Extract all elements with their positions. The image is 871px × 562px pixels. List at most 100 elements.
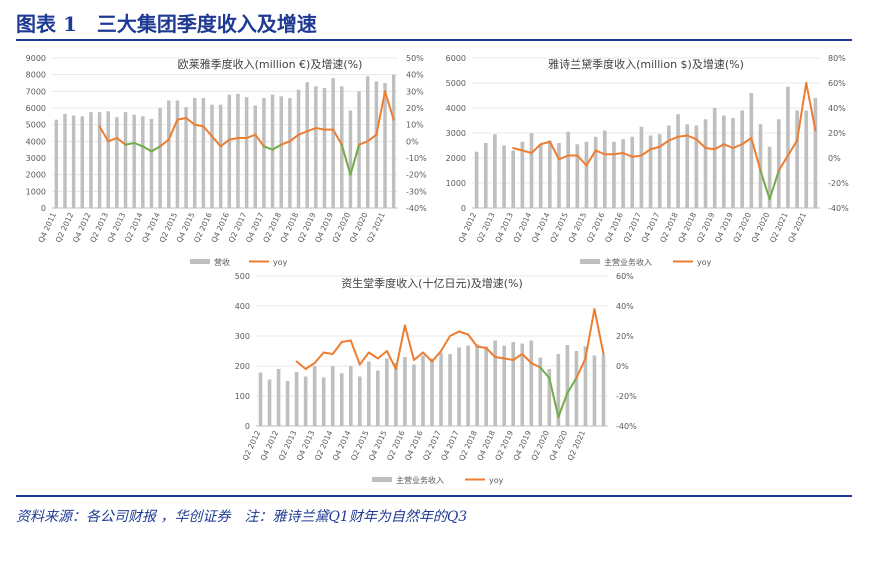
chart2-bar: [630, 136, 635, 208]
chart3-title: 资生堂季度收入(十亿日元)及增速(%): [341, 276, 523, 290]
chart2-bar: [602, 130, 607, 208]
chart2-y2-tick-label: 40%: [828, 104, 846, 113]
chart2-yoy-segment: [667, 135, 680, 142]
chart3-yoy-segment: [476, 345, 488, 349]
chart1-yoy-segment: [332, 128, 343, 146]
chart2-x-tick-label: Q4 2021: [786, 211, 808, 244]
chart2-bar: [593, 136, 598, 208]
chart3-yoy-segment: [512, 353, 524, 361]
chart2-y2-tick-label: 0%: [828, 154, 841, 163]
chart2-y2-tick-label: -40%: [828, 204, 849, 213]
chart1-bar: [115, 117, 119, 208]
chart3-x-tick-label: Q2 2021: [566, 429, 588, 462]
chart3-yoy-segment: [304, 362, 316, 370]
figure-title: 图表 1 三大集团季度收入及增速: [16, 12, 317, 36]
chart2-y-tick-label: 3000: [446, 129, 466, 138]
chart1-yoy-segment: [185, 117, 196, 126]
chart1-bar: [253, 105, 258, 208]
chart3-yoy-segment: [521, 353, 533, 364]
chart1-yoy-segment: [314, 127, 326, 131]
chart1-yoy-segment: [254, 133, 265, 148]
chart1-bar: [374, 81, 379, 208]
chart1-yoy-segment: [384, 90, 395, 121]
chart3-bar: [448, 354, 452, 426]
source-rule: [16, 495, 852, 497]
chart2-yoy-segment: [548, 140, 560, 161]
chart3-bar: [403, 357, 407, 426]
chart1-bar: [391, 74, 396, 209]
chart2-yoy-segment: [512, 147, 524, 152]
chart3-bar: [583, 346, 588, 426]
chart3-bar: [565, 345, 570, 426]
chart1-bar: [383, 83, 387, 208]
chart2-yoy-segment: [732, 143, 744, 149]
chart3-bar: [601, 354, 606, 426]
chart1-y2-tick-label: 30%: [406, 87, 424, 96]
chart1-bar: [80, 116, 85, 208]
chart3-bar: [321, 377, 326, 426]
chart3-bar: [312, 366, 317, 426]
chart3-bar: [357, 376, 362, 426]
chart1-bar: [236, 93, 240, 208]
chart3-yoy-segment: [403, 324, 415, 361]
chart1-y-tick-label: 0: [41, 204, 46, 213]
chart3-bar: [592, 355, 597, 426]
chart2-bar: [795, 110, 799, 208]
chart3-yoy-segment: [458, 330, 470, 336]
chart2-yoy-segment: [649, 145, 661, 151]
chart3-bar: [258, 372, 263, 426]
chart2-yoy-segment: [786, 139, 799, 157]
chart2-yoy-segment: [631, 154, 643, 158]
chart3-y2-tick-label: 40%: [616, 302, 634, 311]
chart2-bar: [639, 126, 644, 208]
chart2-yoy-segment: [658, 139, 670, 148]
chart1-bar: [331, 78, 335, 208]
chart1-y2-tick-label: -10%: [406, 154, 427, 163]
chart3-yoy-segment: [340, 339, 352, 343]
chart3-bar: [556, 354, 561, 426]
chart2-yoy-segment: [713, 143, 725, 151]
chart2-y-tick-label: 0: [461, 204, 466, 213]
chart2-bar: [786, 86, 790, 208]
chart2-yoy-segment: [539, 140, 551, 146]
chart2-bar: [722, 115, 726, 208]
chart2-yoy-segment: [558, 154, 570, 161]
chart3-bar: [457, 347, 461, 426]
chart2-y2-tick-label: 60%: [828, 79, 846, 88]
chart2-bar: [813, 98, 818, 208]
chart1-y-tick-label: 4000: [26, 137, 46, 146]
chart1-y2-tick-label: -40%: [406, 204, 427, 213]
chart2-bar: [749, 93, 754, 208]
chart3-y2-tick-label: 0%: [616, 362, 629, 371]
chart1-bar: [71, 115, 76, 208]
chart2-bar: [694, 125, 699, 208]
chart1-yoy-segment: [366, 133, 378, 143]
chart2-yoy-segment: [677, 134, 689, 138]
chart1-bar: [357, 91, 361, 208]
chart1-yoy-segment: [150, 145, 162, 153]
chart1-y2-tick-label: 40%: [406, 71, 424, 80]
chart1-bar: [54, 119, 59, 208]
chart1-bar: [348, 110, 353, 208]
chart1-y-tick-label: 1000: [26, 187, 46, 196]
chart2-bar: [584, 141, 589, 208]
chart1-yoy-segment: [115, 137, 127, 146]
chart1-bar: [149, 118, 154, 208]
chart3-yoy-segment: [295, 360, 307, 370]
chart2-bar: [676, 114, 680, 208]
chart2-yoy-segment: [576, 154, 588, 167]
chart2-yoy-segment: [741, 137, 753, 146]
chart2-bar: [474, 151, 479, 208]
chart2-bar: [483, 143, 488, 208]
chart3-yoy-segment: [358, 351, 370, 366]
chart1-bar: [270, 94, 275, 208]
chart3-yoy-segment: [530, 362, 542, 369]
chart3-yoy-segment: [376, 350, 388, 360]
chart3-bar: [493, 340, 497, 426]
chart1-bar: [305, 82, 309, 208]
chart3-y-tick-label: 200: [235, 362, 250, 371]
chart3-yoy-segment: [584, 308, 596, 360]
chart2-bar: [740, 110, 744, 208]
chart2-bar: [685, 124, 690, 208]
